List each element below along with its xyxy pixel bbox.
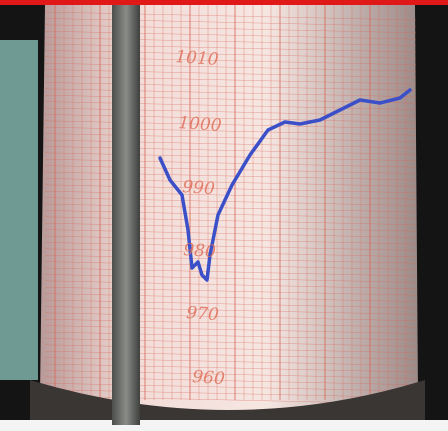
scale-label: 970 — [186, 303, 220, 325]
pen-arm — [112, 5, 140, 425]
barograph-photo: 1010 1000 990 980 970 960 — [0, 0, 448, 431]
top-bar — [0, 0, 448, 5]
scale-label: 960 — [192, 367, 226, 389]
page: 10101000990980970960 (() => { const data… — [0, 0, 448, 431]
left-object — [0, 40, 38, 380]
bottom-strip — [0, 420, 448, 431]
scale-label: 980 — [183, 240, 217, 262]
scale-label: 1000 — [178, 113, 223, 136]
scale-label: 1010 — [175, 47, 220, 70]
scale-label: 990 — [182, 177, 216, 199]
